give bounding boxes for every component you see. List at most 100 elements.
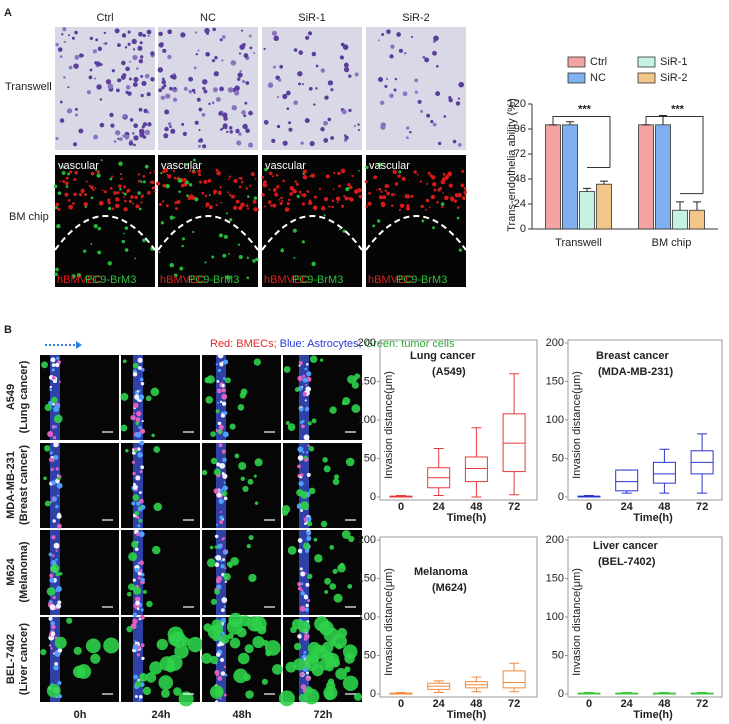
endothelial-cell <box>220 201 223 204</box>
whisker <box>659 448 670 463</box>
vessel-cell <box>219 657 225 663</box>
cell <box>146 29 152 35</box>
vessel-cell <box>304 548 310 553</box>
tumor-cell <box>223 573 231 581</box>
cell <box>226 130 229 134</box>
endothelial-cell <box>240 180 244 184</box>
vessel-cell <box>303 650 307 654</box>
cell <box>94 61 98 65</box>
tumor-cell <box>237 243 241 246</box>
vessel-cell <box>216 652 221 657</box>
endothelial-cell <box>394 193 397 196</box>
cell <box>150 77 155 82</box>
box <box>615 469 639 492</box>
endothelial-cell <box>167 174 172 179</box>
vessel-cell <box>136 390 140 393</box>
y-tick-label: 150 <box>358 375 376 387</box>
endothelial-cell <box>450 198 454 202</box>
cell <box>146 92 151 97</box>
tumor-cell <box>169 215 174 220</box>
cell <box>59 55 63 58</box>
y-axis-title: Invasion distance(μm) <box>571 371 583 479</box>
endothelial-cell <box>282 179 285 183</box>
tumor-cell <box>138 207 142 211</box>
vessel-cell <box>297 464 301 469</box>
x-tick-label: 48 <box>658 501 670 513</box>
x-tick-label: 48 <box>470 501 482 513</box>
cell <box>74 30 78 35</box>
y-tick-label: 150 <box>546 572 564 584</box>
vessel-cell <box>48 644 52 647</box>
tumor-cell <box>306 521 311 526</box>
cell <box>241 110 246 115</box>
cell <box>170 74 174 79</box>
cell <box>163 133 169 139</box>
x-axis-title: Time(h) <box>633 709 673 721</box>
vessel-cell <box>303 594 308 599</box>
vessel-cell <box>55 558 58 561</box>
cell <box>327 117 332 122</box>
tumor-cell <box>100 159 103 162</box>
whisker <box>433 447 444 468</box>
endothelial-cell <box>130 195 134 199</box>
tumor-cell <box>210 598 218 605</box>
cell <box>241 29 244 32</box>
whisker <box>471 427 482 457</box>
vessel-cell <box>136 653 141 657</box>
vessel-cell <box>139 560 144 566</box>
cell <box>128 141 134 146</box>
cell <box>99 122 105 128</box>
tumor-cell <box>247 195 250 198</box>
cell <box>205 51 211 57</box>
box <box>652 461 676 484</box>
tumor-cell <box>214 588 221 595</box>
error-bar <box>583 187 591 192</box>
endothelial-cell <box>460 183 465 188</box>
endothelial-cell <box>113 191 117 195</box>
tumor-cell <box>119 188 122 191</box>
vessel-cell <box>140 465 145 470</box>
tumor-cell <box>303 688 320 705</box>
endothelial-cell <box>110 175 114 178</box>
endothelial-cell <box>280 196 283 200</box>
tumor-cell <box>65 185 69 188</box>
vessel-cell <box>139 614 145 620</box>
endothelial-cell <box>425 182 429 185</box>
cell <box>327 80 334 86</box>
cell <box>198 128 201 132</box>
vessel-cell <box>139 569 143 573</box>
cell <box>344 135 349 140</box>
stain-label: hBMVEC <box>160 274 205 286</box>
tumor-cell <box>160 689 170 698</box>
cell <box>138 128 145 135</box>
tumor-cell <box>246 616 263 632</box>
vessel-cell <box>298 480 304 487</box>
tumor-cell <box>194 197 199 202</box>
tumor-cell <box>323 685 338 700</box>
endothelial-cell <box>298 190 302 194</box>
endothelial-cell <box>380 190 383 193</box>
vessel-cell <box>138 394 145 400</box>
vessel-cell <box>52 519 56 523</box>
endothelial-cell <box>239 176 243 180</box>
cell <box>181 122 185 126</box>
cell <box>272 65 276 69</box>
column-label: 24h <box>152 709 171 721</box>
tumor-cell <box>285 421 290 426</box>
cell <box>219 38 223 42</box>
whisker <box>471 481 482 498</box>
cell <box>95 38 99 42</box>
endothelial-cell <box>302 174 308 180</box>
vessel-cell <box>215 363 218 366</box>
endothelial-cell <box>197 169 201 173</box>
endothelial-cell <box>439 186 443 190</box>
cell <box>202 79 208 85</box>
cell <box>161 77 165 81</box>
endothelial-cell <box>230 194 235 199</box>
tumor-cell <box>137 191 141 195</box>
tumor-cell <box>377 162 383 167</box>
vessel-cell <box>300 571 306 577</box>
endothelial-cell <box>238 185 242 189</box>
vessel-cell <box>132 578 136 582</box>
whisker <box>697 433 708 451</box>
